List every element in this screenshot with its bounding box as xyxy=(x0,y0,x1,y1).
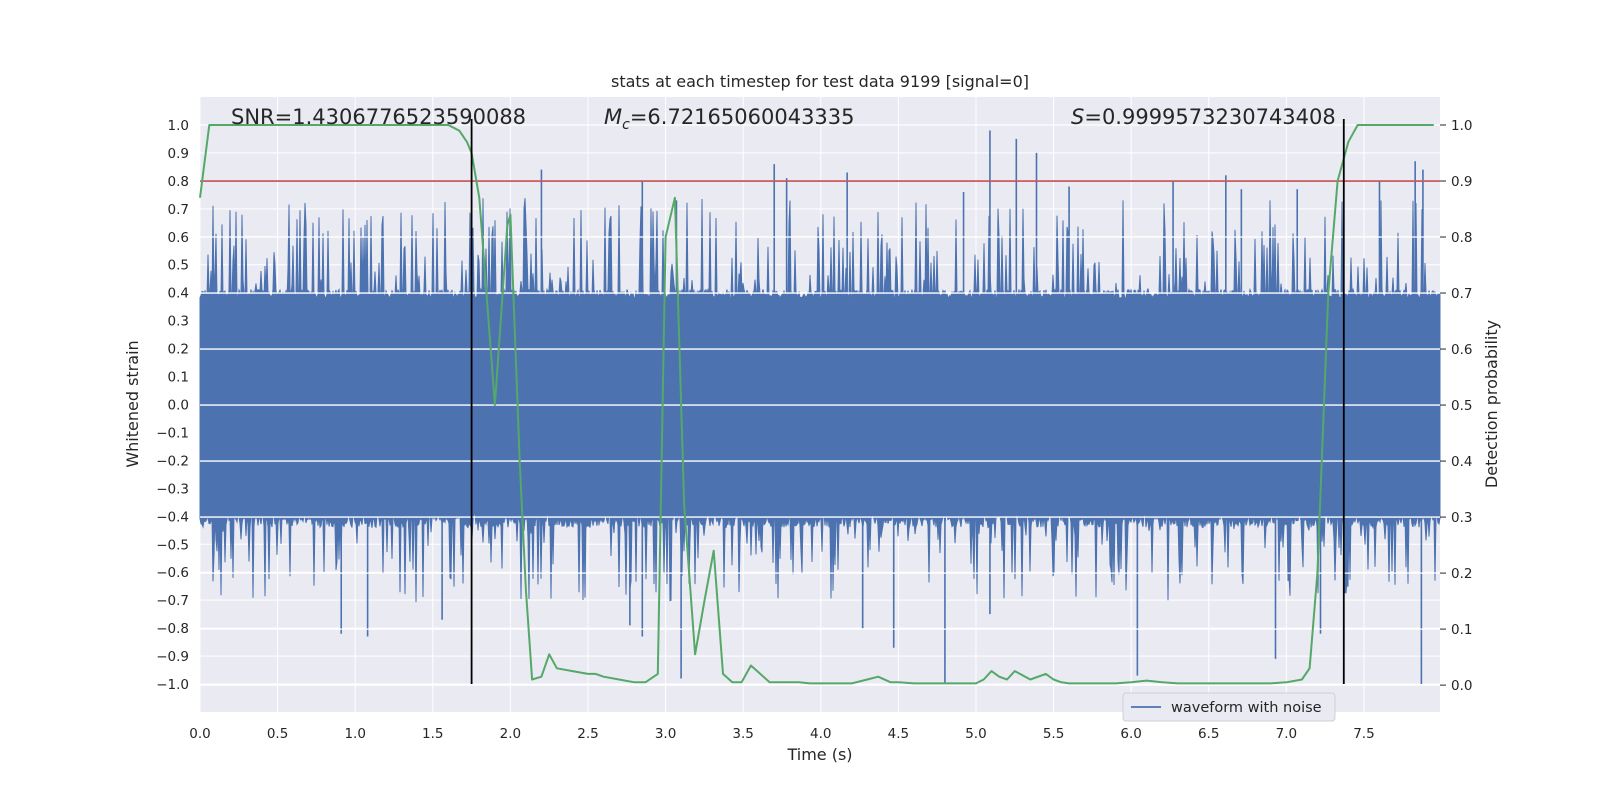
y2-tick-label: 0.8 xyxy=(1451,230,1472,246)
y-tick-label: −0.6 xyxy=(156,565,189,581)
detection-probability-line xyxy=(199,124,1434,685)
y-tick-label: 0.0 xyxy=(168,398,189,414)
right-axis-gridlines xyxy=(200,124,1440,686)
y-tick-label: −0.5 xyxy=(156,537,189,553)
x-tick-label: 0.0 xyxy=(189,726,210,742)
x-tick-label: 3.0 xyxy=(655,726,676,742)
legend-box xyxy=(1122,692,1336,722)
x-tick-label: 5.0 xyxy=(965,726,986,742)
y-tick-label: −0.1 xyxy=(156,425,189,441)
y-tick-label: 0.5 xyxy=(168,258,189,274)
y2-tick-label: 0.0 xyxy=(1451,678,1472,694)
y-tick-label: −0.4 xyxy=(156,509,189,525)
y-tick-label: −0.8 xyxy=(156,621,189,637)
y-tick-label: −0.3 xyxy=(156,481,189,497)
detection-probability-series xyxy=(199,124,1434,685)
x-tick-label: 4.0 xyxy=(810,726,831,742)
chirp-mass-value: =6.72165060043335 xyxy=(630,105,855,129)
y-tick-label: 0.9 xyxy=(168,146,189,162)
chirp-mass-symbol: M xyxy=(604,105,622,129)
significance-annotation: S=0.9999573230743408 xyxy=(1071,105,1336,129)
y2-tick-label: 1.0 xyxy=(1451,118,1472,134)
y-tick-label: 0.1 xyxy=(168,370,189,386)
x-tick-label: 7.0 xyxy=(1276,726,1297,742)
y-tick-label: 0.2 xyxy=(168,342,189,358)
x-tick-label: 2.5 xyxy=(577,726,598,742)
y-tick-label: 0.4 xyxy=(168,286,189,302)
detection-window-edges xyxy=(470,118,1345,685)
legend-label: waveform with noise xyxy=(1171,700,1322,716)
snr-annotation: SNR=1.4306776523590088 xyxy=(231,105,526,129)
x-tick-label: 7.5 xyxy=(1353,726,1374,742)
y-tick-label: 0.8 xyxy=(168,174,189,190)
significance-value: =0.9999573230743408 xyxy=(1084,105,1335,129)
y2-tick-label: 0.3 xyxy=(1451,510,1472,526)
x-tick-label: 2.0 xyxy=(500,726,521,742)
y-tick-label: −1.0 xyxy=(156,677,189,693)
y-tick-label: −0.7 xyxy=(156,593,189,609)
y-tick-label: 0.7 xyxy=(168,202,189,218)
x-tick-label: 6.0 xyxy=(1120,726,1141,742)
y2-tick-label: 0.7 xyxy=(1451,286,1472,302)
y-tick-label: 0.3 xyxy=(168,314,189,330)
y2-axis-label: Detection probability xyxy=(1482,320,1501,488)
significance-symbol: S xyxy=(1071,105,1084,129)
x-tick-label: 5.5 xyxy=(1043,726,1064,742)
x-tick-label: 1.0 xyxy=(344,726,365,742)
waveform-spikes xyxy=(340,130,1424,685)
y-tick-labels: 1.0 0.9 0.8 0.7 0.6 0.5 0.4 0.3 0.2 0.1 0.0 −0.1 −0.… xyxy=(156,118,189,693)
chirp-mass-subscript: c xyxy=(622,117,630,133)
x-tick-label: 6.5 xyxy=(1198,726,1219,742)
x-axis-label: Time (s) xyxy=(786,745,852,764)
y2-tick-label: 0.9 xyxy=(1451,174,1472,190)
x-tick-label: 3.5 xyxy=(732,726,753,742)
y-tick-label: 0.6 xyxy=(168,230,189,246)
x-tick-labels: 0.0 0.5 1.0 1.5 2.0 2.5 3.0 3.5 4.0 4.5 5.0 5.5 6.0 6… xyxy=(189,726,1374,742)
y2-tick-label: 0.1 xyxy=(1451,622,1472,638)
chirp-mass-annotation: Mc=6.72165060043335 xyxy=(604,105,855,133)
y2-tick-label: 0.6 xyxy=(1451,342,1472,358)
y2-tick-label: 0.5 xyxy=(1451,398,1472,414)
legend: waveform with noise xyxy=(1122,692,1336,722)
x-tick-label: 1.5 xyxy=(422,726,443,742)
y-tick-label: −0.2 xyxy=(156,453,189,469)
y-tick-label: 1.0 xyxy=(168,118,189,134)
x-tick-label: 0.5 xyxy=(267,726,288,742)
y-tick-label: −0.9 xyxy=(156,649,189,665)
y2-tick-label: 0.4 xyxy=(1451,454,1472,470)
y2-tick-label: 0.2 xyxy=(1451,566,1472,582)
x-tick-label: 4.5 xyxy=(888,726,909,742)
y2-tick-labels: 1.0 0.9 0.8 0.7 0.6 0.5 0.4 0.3 0.2 0.1 0.0 xyxy=(1440,118,1472,694)
y-axis-label: Whitened strain xyxy=(123,340,142,467)
chart-title: stats at each timestep for test data 919… xyxy=(611,72,1029,91)
